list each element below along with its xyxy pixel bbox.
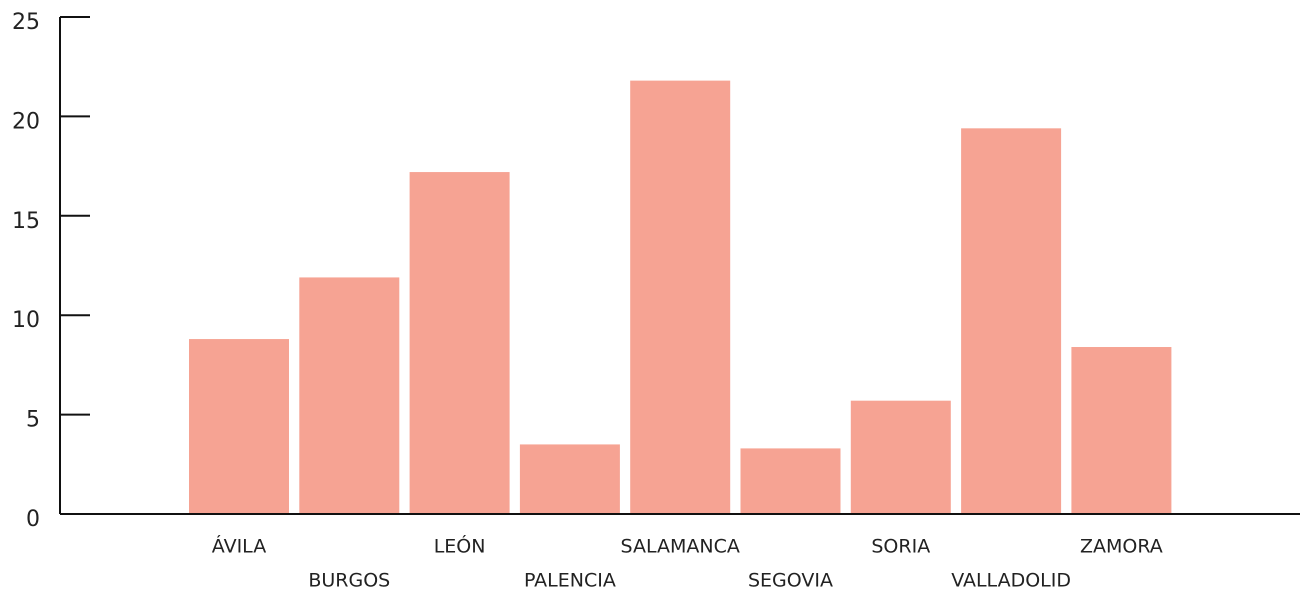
bar <box>299 277 400 514</box>
bar <box>630 80 731 514</box>
x-tick-label: VALLADOLID <box>951 570 1071 590</box>
bar <box>740 448 841 514</box>
x-tick-label: ZAMORA <box>1080 536 1163 558</box>
x-tick-label: SORIA <box>871 536 930 558</box>
x-tick-label: ÁVILA <box>212 535 266 558</box>
bar <box>519 444 620 514</box>
x-tick-label: BURGOS <box>308 570 390 590</box>
y-tick-label: 0 <box>26 507 40 532</box>
bar <box>961 128 1062 514</box>
bar <box>850 400 951 514</box>
x-tick-label: PALENCIA <box>524 570 616 590</box>
y-tick-label: 15 <box>12 209 40 234</box>
bar <box>1071 347 1172 514</box>
x-tick-label: LEÓN <box>434 534 486 558</box>
y-tick-label: 10 <box>12 308 40 333</box>
y-tick-label: 25 <box>12 10 40 35</box>
bar <box>409 172 510 514</box>
x-tick-label: SEGOVIA <box>748 570 833 590</box>
y-tick-label: 5 <box>26 408 40 433</box>
x-tick-label: SALAMANCA <box>621 536 740 558</box>
y-tick-label: 20 <box>12 109 40 134</box>
bar <box>189 339 289 514</box>
